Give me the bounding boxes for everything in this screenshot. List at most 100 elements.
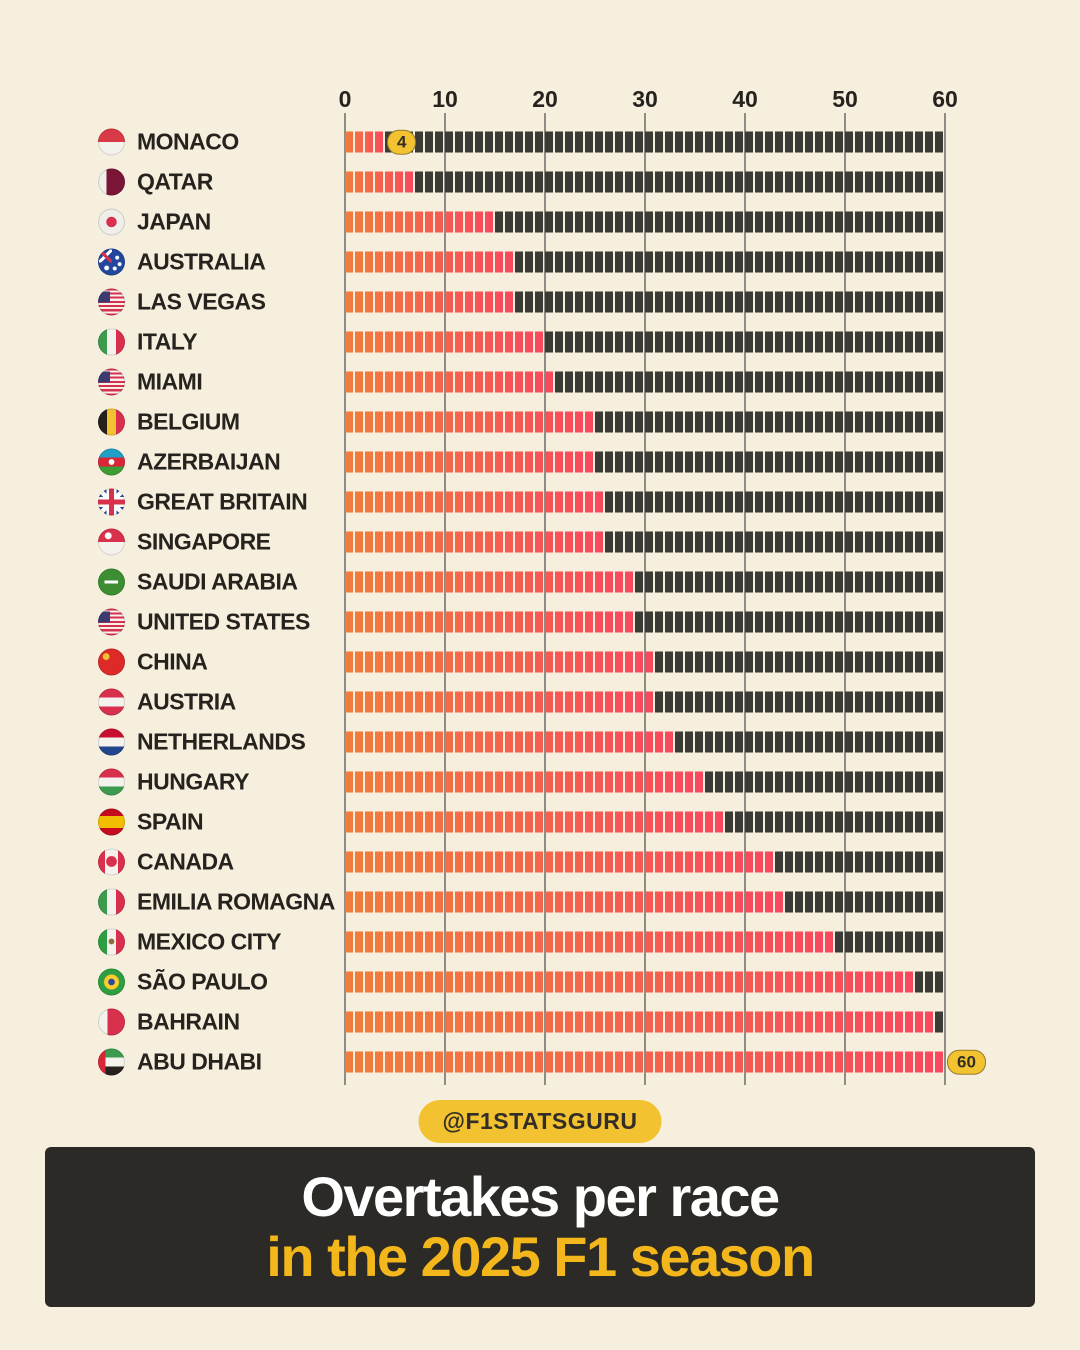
flag-icon — [98, 768, 125, 796]
chart-row: AUSTRIA — [0, 682, 1080, 722]
bar-track — [345, 651, 945, 673]
bar — [345, 651, 945, 673]
bar-track — [345, 531, 945, 553]
bar-track — [345, 1011, 945, 1033]
race-label: EMILIA ROMAGNA — [137, 888, 335, 915]
race-label: SPAIN — [137, 808, 204, 835]
value-badge: 60 — [947, 1049, 986, 1075]
bar-track: 60 — [345, 1049, 986, 1075]
race-label: QATAR — [137, 168, 213, 195]
gridline — [944, 113, 946, 1085]
flag-icon — [98, 448, 125, 476]
bar-track — [345, 971, 945, 993]
bar — [345, 291, 945, 313]
bar-track — [345, 371, 945, 393]
bar-track — [345, 171, 945, 193]
flag-icon — [98, 208, 125, 236]
flag-icon — [98, 408, 125, 436]
race-label: SINGAPORE — [137, 528, 271, 555]
axis-tick-label: 0 — [338, 86, 352, 112]
race-label: MEXICO CITY — [137, 928, 282, 955]
race-label: CHINA — [137, 648, 208, 675]
watermark-badge: @F1STATSGURU — [418, 1100, 662, 1143]
flag-icon — [98, 968, 125, 996]
bar — [345, 251, 945, 273]
bar — [345, 371, 945, 393]
chart-row: LAS VEGAS — [0, 282, 1080, 322]
bar-track — [345, 931, 945, 953]
chart-row: CANADA — [0, 842, 1080, 882]
value-badge: 4 — [387, 129, 417, 155]
gridline — [844, 113, 846, 1085]
race-label: ITALY — [137, 328, 198, 355]
flag-icon — [98, 688, 125, 716]
race-label: AZERBAIJAN — [137, 448, 281, 475]
bar — [345, 811, 945, 833]
flag-icon — [98, 1048, 125, 1076]
chart-row: HUNGARY — [0, 762, 1080, 802]
axis-tick-label: 20 — [532, 86, 558, 112]
bar — [345, 931, 945, 953]
bar — [345, 1011, 945, 1033]
flag-icon — [98, 328, 125, 356]
bar-track — [345, 811, 945, 833]
race-label: AUSTRALIA — [137, 248, 266, 275]
chart-row: SINGAPORE — [0, 522, 1080, 562]
flag-icon — [98, 888, 125, 916]
bar-track — [345, 291, 945, 313]
axis-tick-label: 10 — [432, 86, 458, 112]
flag-icon — [98, 608, 125, 636]
chart-row: SAUDI ARABIA — [0, 562, 1080, 602]
chart-row: MIAMI — [0, 362, 1080, 402]
chart-row: ABU DHABI 60 — [0, 1042, 1080, 1082]
chart-row: CHINA — [0, 642, 1080, 682]
chart-row: BELGIUM — [0, 402, 1080, 442]
gridline — [744, 113, 746, 1085]
bar-track — [345, 891, 945, 913]
flag-icon — [98, 368, 125, 396]
flag-icon — [98, 568, 125, 596]
bar — [345, 891, 945, 913]
chart-row: SPAIN — [0, 802, 1080, 842]
bar — [345, 571, 945, 593]
bar — [345, 171, 945, 193]
gridline — [344, 113, 346, 1085]
race-label: BAHRAIN — [137, 1008, 240, 1035]
flag-icon — [98, 248, 125, 276]
bar — [345, 731, 945, 753]
gridline — [444, 113, 446, 1085]
title-card: Overtakes per race in the 2025 F1 season — [45, 1147, 1035, 1307]
chart-row: NETHERLANDS — [0, 722, 1080, 762]
axis-tick-label: 40 — [732, 86, 758, 112]
bar — [345, 691, 945, 713]
gridline — [644, 113, 646, 1085]
bar-track — [345, 411, 945, 433]
bar-track — [345, 251, 945, 273]
race-label: MIAMI — [137, 368, 203, 395]
race-label: JAPAN — [137, 208, 211, 235]
flag-icon — [98, 848, 125, 876]
race-label: MONACO — [137, 128, 239, 155]
bar — [345, 771, 945, 793]
race-label: SÃO PAULO — [137, 968, 268, 995]
bar-track — [345, 851, 945, 873]
chart-rows: MONACO 4 QATAR JAPAN AUSTRALIA LAS VEGAS — [0, 122, 1080, 1082]
gridline — [544, 113, 546, 1085]
chart-row: ITALY — [0, 322, 1080, 362]
flag-icon — [98, 288, 125, 316]
bar-track — [345, 731, 945, 753]
race-label: GREAT BRITAIN — [137, 488, 308, 515]
bar-track — [345, 331, 945, 353]
bar-track — [345, 451, 945, 473]
bar — [345, 491, 945, 513]
bar-track — [345, 571, 945, 593]
bar — [345, 331, 945, 353]
bar — [345, 451, 945, 473]
chart-row: AZERBAIJAN — [0, 442, 1080, 482]
race-label: UNITED STATES — [137, 608, 310, 635]
chart-title: Overtakes per race — [301, 1165, 780, 1229]
bar-track — [345, 211, 945, 233]
chart-subtitle: in the 2025 F1 season — [266, 1225, 815, 1288]
race-label: SAUDI ARABIA — [137, 568, 298, 595]
flag-icon — [98, 648, 125, 676]
